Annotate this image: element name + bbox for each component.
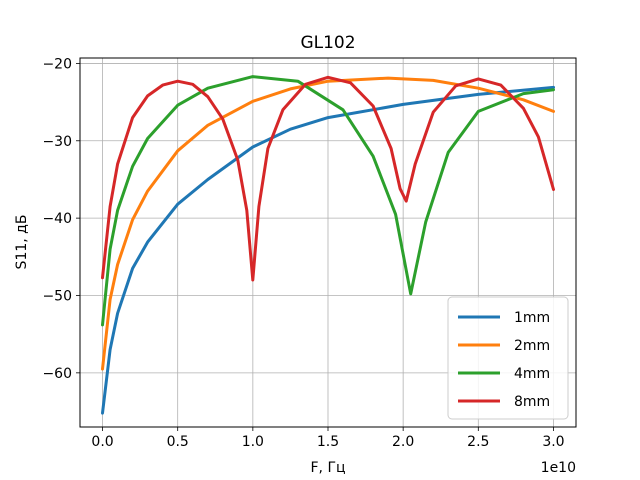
y-tick-label: −40	[42, 211, 72, 227]
x-tick-label: 2.5	[467, 434, 489, 450]
chart-title: GL102	[300, 33, 355, 53]
x-axis-label: F, Гц	[310, 460, 345, 476]
y-axis-label: S11, дБ	[14, 215, 30, 270]
legend-label: 2mm	[514, 338, 550, 354]
legend-label: 1mm	[514, 310, 550, 326]
series-line-2mm	[101, 76, 555, 371]
tick-layer: 0.0 0.5 1.0 1.5 2.0 2.5 3.0 −20 −30 −40 −50 −60	[42, 56, 564, 450]
legend-label: 4mm	[514, 366, 550, 382]
y-tick-label: −30	[42, 134, 72, 150]
series-line-8mm	[101, 75, 555, 282]
x-tick-label: 1.0	[242, 434, 264, 450]
y-tick-label: −20	[42, 56, 72, 72]
series-line-4mm	[101, 75, 555, 327]
x-tick-label: 0.5	[167, 434, 189, 450]
series-layer	[101, 75, 555, 415]
x-tick-label: 1.5	[317, 434, 339, 450]
x-offset-label: 1e10	[541, 460, 576, 476]
legend-box	[447, 296, 569, 420]
legend-label: 8mm	[514, 394, 550, 410]
legend: 1mm 2mm 4mm 8mm	[447, 296, 569, 420]
x-tick-label: 2.0	[392, 434, 414, 450]
y-tick-label: −50	[42, 288, 72, 304]
grid	[80, 58, 576, 427]
x-tick-label: 3.0	[542, 434, 564, 450]
y-tick-label: −60	[42, 366, 72, 382]
x-tick-label: 0.0	[91, 434, 113, 450]
series-line-1mm	[101, 85, 555, 415]
